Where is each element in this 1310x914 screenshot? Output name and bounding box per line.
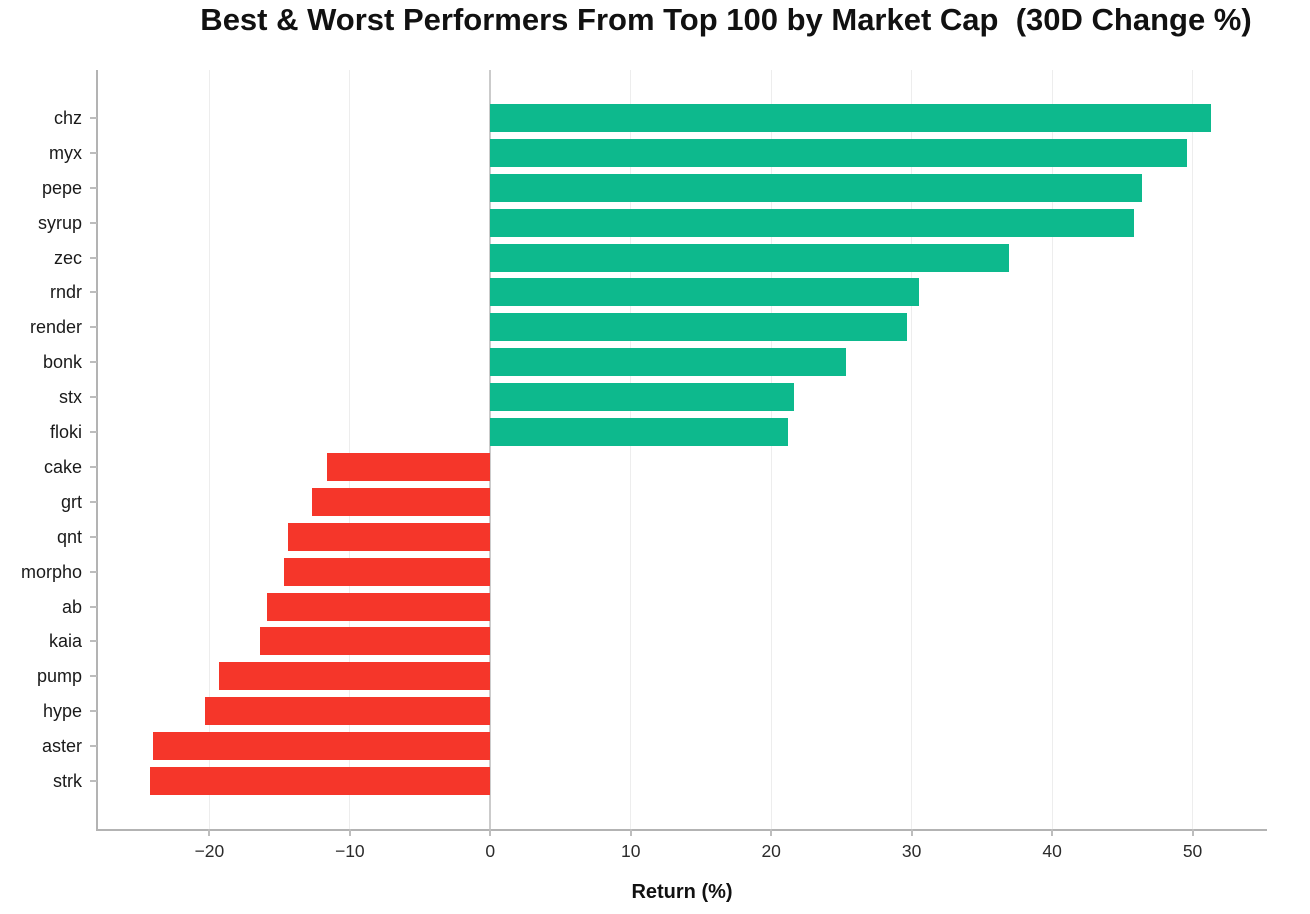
bar-morpho	[283, 557, 491, 586]
x-tick-label-50: 50	[1182, 841, 1203, 861]
x-tickmark-40	[1051, 829, 1054, 836]
x-tickmark--10	[348, 829, 351, 836]
y-label-morpho: morpho	[20, 561, 82, 582]
y-label-qnt: qnt	[56, 526, 82, 547]
x-tick-label-30: 30	[901, 841, 922, 861]
y-tickmark-ab	[90, 605, 97, 608]
gridline--10	[349, 70, 351, 829]
y-tickmark-zec	[90, 256, 97, 259]
bar-bonk	[490, 348, 846, 377]
bar-syrup	[490, 208, 1134, 237]
bar-pump	[219, 662, 491, 691]
x-tickmark-0	[489, 829, 492, 836]
x-tickmark-30	[910, 829, 913, 836]
gridline-40	[1051, 70, 1053, 829]
bar-render	[490, 313, 908, 342]
x-tick-label--20: −20	[194, 841, 225, 861]
y-tickmark-hype	[90, 710, 97, 713]
y-label-stx: stx	[58, 387, 82, 408]
bar-kaia	[259, 627, 491, 656]
y-tickmark-aster	[90, 745, 97, 748]
y-tickmark-kaia	[90, 640, 97, 643]
x-tickmark-50	[1191, 829, 1194, 836]
y-tickmark-syrup	[90, 221, 97, 224]
plot-area	[96, 70, 1267, 831]
gridline-20	[770, 70, 772, 829]
x-tick-label-10: 10	[620, 841, 641, 861]
y-tickmark-qnt	[90, 535, 97, 538]
bar-strk	[150, 766, 491, 795]
y-label-myx: myx	[49, 142, 82, 163]
gridline-0	[489, 70, 492, 829]
y-tickmark-pump	[90, 675, 97, 678]
bar-ab	[266, 592, 491, 621]
bar-aster	[153, 732, 491, 761]
y-label-ab: ab	[61, 596, 82, 617]
bar-grt	[311, 487, 491, 516]
bar-qnt	[288, 522, 491, 551]
bar-hype	[205, 697, 491, 726]
bar-rndr	[490, 278, 919, 307]
y-label-rndr: rndr	[49, 282, 82, 303]
x-tickmark-10	[629, 829, 632, 836]
bar-stx	[490, 383, 794, 412]
y-label-zec: zec	[53, 247, 82, 268]
y-label-floki: floki	[49, 422, 82, 443]
y-label-pepe: pepe	[41, 177, 82, 198]
x-tick-label-20: 20	[761, 841, 781, 861]
chart-title: Best & Worst Performers From Top 100 by …	[200, 2, 1252, 37]
bar-zec	[490, 243, 1009, 272]
y-axis-spine	[96, 70, 98, 829]
bar-floki	[490, 418, 789, 447]
x-axis-title: Return (%)	[631, 881, 733, 903]
y-tickmark-grt	[90, 500, 97, 503]
gridline--20	[208, 70, 210, 829]
gridline-10	[630, 70, 632, 829]
gridline-30	[911, 70, 913, 829]
y-label-render: render	[29, 317, 82, 338]
bar-pepe	[490, 173, 1142, 202]
y-tickmark-bonk	[90, 361, 97, 364]
y-label-syrup: syrup	[37, 212, 82, 233]
bar-myx	[490, 138, 1187, 167]
y-tickmark-chz	[90, 117, 97, 119]
y-tickmark-cake	[90, 465, 97, 468]
x-tick-label-40: 40	[1042, 841, 1062, 861]
y-label-chz: chz	[53, 108, 82, 128]
y-tickmark-morpho	[90, 570, 97, 573]
y-tickmark-render	[90, 326, 97, 329]
gridline-50	[1192, 70, 1194, 829]
y-label-bonk: bonk	[42, 352, 82, 373]
y-label-cake: cake	[43, 456, 82, 477]
y-tickmark-strk	[90, 779, 97, 782]
y-label-hype: hype	[42, 701, 82, 722]
y-tickmark-myx	[90, 151, 97, 154]
y-label-pump: pump	[36, 666, 82, 687]
x-tick-label-0: 0	[485, 841, 496, 861]
y-label-grt: grt	[60, 491, 82, 512]
x-axis-spine	[96, 829, 1267, 831]
bar-chz	[490, 104, 1211, 132]
x-tick-label--10: −10	[334, 841, 365, 861]
y-label-strk: strk	[53, 770, 82, 791]
x-tickmark--20	[208, 829, 211, 836]
y-tickmark-pepe	[90, 186, 97, 189]
x-tickmark-20	[770, 829, 773, 836]
y-tickmark-rndr	[90, 291, 97, 294]
y-label-kaia: kaia	[48, 631, 82, 652]
y-tickmark-stx	[90, 396, 97, 399]
y-tickmark-floki	[90, 431, 97, 434]
y-label-aster: aster	[41, 736, 82, 757]
bar-cake	[327, 452, 491, 481]
